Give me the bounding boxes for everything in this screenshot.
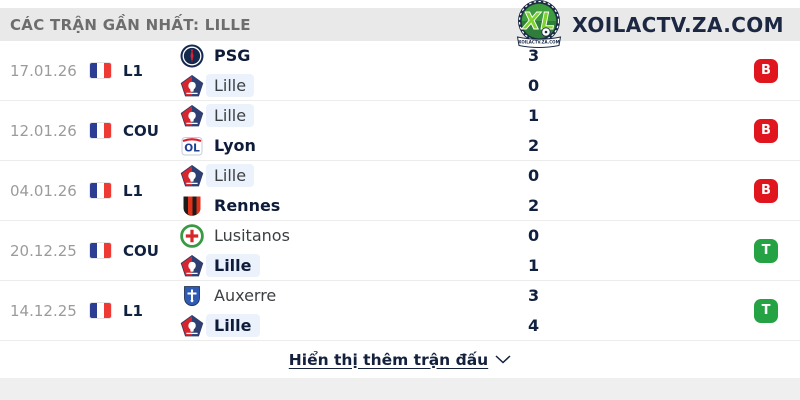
result-cell: T xyxy=(562,238,800,263)
competition-cell: L1 xyxy=(89,61,180,80)
home-score: 3 xyxy=(528,285,540,305)
team-line: OL Lyon xyxy=(180,133,528,159)
team-name: Auxerre xyxy=(214,286,277,305)
competition-code: L1 xyxy=(123,301,143,320)
away-score: 2 xyxy=(528,195,540,215)
team-name: Lille xyxy=(206,314,260,337)
teams-cell: Lusitanos Lille xyxy=(180,223,528,279)
chevron-down-icon xyxy=(495,355,511,364)
competition-cell: L1 xyxy=(89,181,180,200)
match-date: 17.01.26 xyxy=(10,61,77,80)
match-row[interactable]: 14.12.25 L1 Auxerre Lille 3 4 T xyxy=(0,281,800,341)
lille-crest-icon xyxy=(180,74,204,98)
match-list: 17.01.26 L1 PSG Lille 3 0 B 12.01.26 COU Lille OL L… xyxy=(0,41,800,341)
lille-crest-icon xyxy=(180,254,204,278)
team-line: Lille xyxy=(180,163,528,189)
away-score: 0 xyxy=(528,75,540,95)
match-date: 20.12.25 xyxy=(10,241,77,260)
team-name: Lusitanos xyxy=(214,226,290,245)
lille-crest-icon xyxy=(180,104,204,128)
result-cell: T xyxy=(562,298,800,323)
france-flag-icon xyxy=(89,242,112,259)
away-score: 2 xyxy=(528,135,540,155)
competition-code: L1 xyxy=(123,181,143,200)
team-line: Lusitanos xyxy=(180,223,528,249)
competition-cell: COU xyxy=(89,121,180,140)
competition-code: COU xyxy=(123,241,159,260)
show-more-label: Hiển thị thêm trận đấu xyxy=(288,350,489,369)
team-line: Rennes xyxy=(180,193,528,219)
match-row[interactable]: 12.01.26 COU Lille OL Lyon 1 2 B xyxy=(0,101,800,161)
teams-cell: PSG Lille xyxy=(180,43,528,99)
result-cell: B xyxy=(562,58,800,83)
away-score: 1 xyxy=(528,255,540,275)
result-badge: T xyxy=(754,238,778,263)
match-row[interactable]: 20.12.25 COU Lusitanos Lille 0 1 T xyxy=(0,221,800,281)
home-score: 0 xyxy=(528,225,540,245)
team-line: Lille xyxy=(180,103,528,129)
competition-cell: L1 xyxy=(89,301,180,320)
result-cell: B xyxy=(562,118,800,143)
auxerre-crest-icon xyxy=(180,284,204,308)
show-more-button[interactable]: Hiển thị thêm trận đấu xyxy=(289,351,511,369)
teams-cell: Auxerre Lille xyxy=(180,283,528,339)
team-line: Auxerre xyxy=(180,283,528,309)
match-date: 04.01.26 xyxy=(10,181,77,200)
bottom-divider xyxy=(0,378,800,400)
competition-code: L1 xyxy=(123,61,143,80)
france-flag-icon xyxy=(89,182,112,199)
team-name: Lille xyxy=(206,164,255,187)
lyon-crest-icon: OL xyxy=(180,134,204,158)
home-score: 1 xyxy=(528,105,540,125)
home-score: 3 xyxy=(528,45,540,65)
lille-crest-icon xyxy=(180,164,204,188)
match-date: 14.12.25 xyxy=(10,301,77,320)
competition-code: COU xyxy=(123,121,159,140)
svg-text:OL: OL xyxy=(184,142,200,154)
match-row[interactable]: 17.01.26 L1 PSG Lille 3 0 B xyxy=(0,41,800,101)
team-name: PSG xyxy=(214,46,251,65)
team-line: Lille xyxy=(180,73,528,99)
home-score: 0 xyxy=(528,165,540,185)
brand-logo-icon: XL XOILACTV.ZA.COM xyxy=(517,0,562,48)
result-badge: B xyxy=(754,118,778,143)
result-cell: B xyxy=(562,178,800,203)
result-badge: B xyxy=(754,58,778,83)
team-name: Lille xyxy=(206,254,260,277)
lille-crest-icon xyxy=(180,314,204,338)
svg-text:XOILACTV.ZA.COM: XOILACTV.ZA.COM xyxy=(519,40,560,45)
away-score: 4 xyxy=(528,315,540,335)
result-badge: B xyxy=(754,178,778,203)
team-name: Lille xyxy=(206,74,255,97)
teams-cell: Lille Rennes xyxy=(180,163,528,219)
footer: Hiển thị thêm trận đấu xyxy=(0,341,800,378)
rennes-crest-icon xyxy=(180,194,204,218)
brand-name: XOILACTV.ZA.COM xyxy=(572,12,784,37)
team-line: PSG xyxy=(180,43,528,69)
team-line: Lille xyxy=(180,253,528,279)
section-title: CÁC TRẬN GẦN NHẤT: LILLE xyxy=(10,15,251,34)
team-line: Lille xyxy=(180,313,528,339)
france-flag-icon xyxy=(89,302,112,319)
teams-cell: Lille OL Lyon xyxy=(180,103,528,159)
lusitanos-crest-icon xyxy=(180,223,204,248)
team-name: Lille xyxy=(206,104,255,127)
team-name: Lyon xyxy=(214,136,256,155)
brand-link[interactable]: XL XOILACTV.ZA.COM XOILACTV.ZA.COM xyxy=(513,0,784,48)
match-date: 12.01.26 xyxy=(10,121,77,140)
result-badge: T xyxy=(754,298,778,323)
section-header: CÁC TRẬN GẦN NHẤT: LILLE XL XOILACTV.ZA.… xyxy=(0,0,800,48)
psg-crest-icon xyxy=(180,44,204,68)
france-flag-icon xyxy=(89,122,112,139)
france-flag-icon xyxy=(89,62,112,79)
match-row[interactable]: 04.01.26 L1 Lille Rennes 0 2 B xyxy=(0,161,800,221)
competition-cell: COU xyxy=(89,241,180,260)
team-name: Rennes xyxy=(214,196,281,215)
